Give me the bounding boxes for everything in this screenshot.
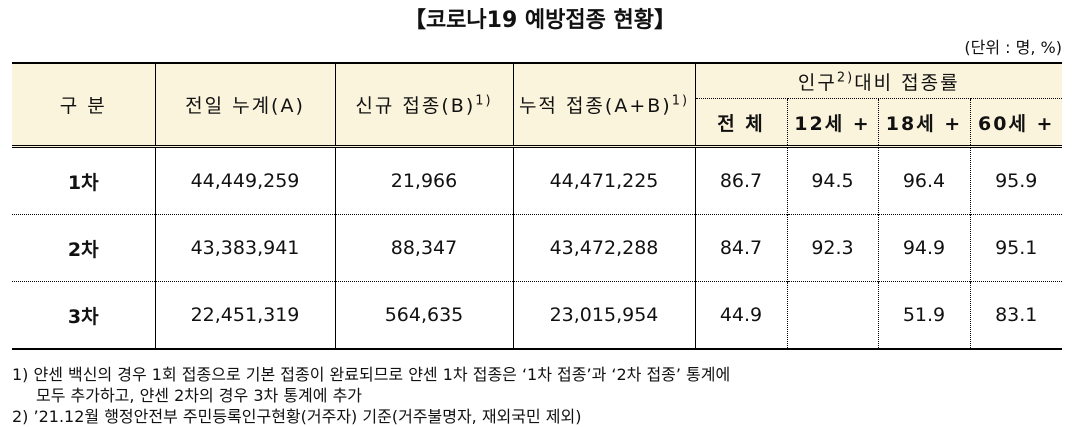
table-cell: 96.4 bbox=[877, 146, 970, 215]
table-cell: 43,383,941 bbox=[154, 214, 335, 282]
header-text: 구 분 bbox=[59, 95, 107, 117]
table-cell: 94.5 bbox=[786, 146, 878, 215]
header-text: 대비 접종률 bbox=[854, 71, 960, 94]
footnote: 모두 추가하고, 얀센 2차의 경우 3차 통계에 추가 bbox=[36, 386, 363, 405]
table-row: 1차 44,449,259 21,966 44,471,225 86.7 94.5 96.4… bbox=[12, 146, 1063, 215]
page: 【코로나19 예방접종 현황】 (단위 : 명, %) 구 분 전일 누계(A) 신… bbox=[12, 8, 1063, 426]
footnote: 2) ’21.12월 행정안전부 주민등록인구현황(거주자) 기준(거주불명자,… bbox=[12, 407, 582, 426]
column-header: 전일 누계(A) bbox=[154, 63, 335, 148]
row-label: 3차 bbox=[12, 281, 155, 349]
row-label: 1차 bbox=[67, 171, 99, 194]
header-text: 누적 접종(A+B) bbox=[518, 95, 672, 117]
table-cell: 51.9 bbox=[877, 281, 970, 349]
header-row: 전 체 12세 +18세 +60세 + bbox=[12, 98, 1063, 148]
table-cell: 44,471,225 bbox=[512, 146, 695, 215]
table-cell: 44.9 bbox=[694, 281, 787, 349]
table-cell: 92.3 bbox=[786, 214, 878, 282]
table-cell: 44,449,259 bbox=[154, 146, 335, 215]
row-label: 2차 bbox=[12, 214, 155, 282]
table-body: 1차 44,449,259 21,966 44,471,225 86.7 94.5 96.4… bbox=[12, 146, 1063, 349]
footnote: 1) 얀센 백신의 경우 1회 접종으로 기본 접종이 완료되므로 얀센 1차 … bbox=[12, 365, 731, 384]
header-row: 구 분 전일 누계(A) 신규 접종(B)1) 누적 접종(A+B)1) 인구2)대비 … bbox=[12, 63, 1063, 148]
footnote-mark: 1) bbox=[671, 93, 690, 109]
group-header: 인구2)대비 접종률 bbox=[694, 63, 1063, 99]
title: 【코로나19 예방접종 현황】 bbox=[403, 8, 677, 33]
sub-header: 12세 + bbox=[786, 98, 878, 148]
table-cell: 83.1 bbox=[969, 281, 1063, 349]
footnote-mark: 2) bbox=[836, 70, 855, 86]
table-cell bbox=[786, 281, 878, 349]
table-row: 3차 22,451,319 564,635 23,015,954 44.9 51.9 83.… bbox=[12, 281, 1063, 349]
header-text: 인구 bbox=[797, 71, 837, 94]
column-header: 구 분 bbox=[12, 63, 155, 148]
sub-header: 전 체 bbox=[694, 98, 787, 148]
sub-header: 18세 + bbox=[877, 98, 970, 148]
sub-header: 60세 + bbox=[969, 98, 1063, 148]
table-cell: 86.7 bbox=[694, 146, 787, 215]
unit-note: (단위 : 명, %) bbox=[964, 38, 1062, 57]
footnotes: 1) 얀센 백신의 경우 1회 접종으로 기본 접종이 완료되므로 얀센 1차 … bbox=[12, 364, 730, 427]
table-cell: 43,472,288 bbox=[512, 214, 695, 282]
table-cell: 88,347 bbox=[334, 214, 513, 282]
vaccination-table: 구 분 전일 누계(A) 신규 접종(B)1) 누적 접종(A+B)1) 인구2)대비 … bbox=[12, 62, 1063, 350]
table-cell: 95.1 bbox=[969, 214, 1063, 282]
table-cell: 564,635 bbox=[334, 281, 513, 349]
footnote-mark: 1) bbox=[475, 93, 493, 109]
table-row: 2차 43,383,941 88,347 43,472,288 84.7 92.3 94.9… bbox=[12, 214, 1063, 282]
header-text: 전일 누계(A) bbox=[185, 95, 305, 117]
table-cell: 23,015,954 bbox=[512, 281, 695, 349]
column-header: 누적 접종(A+B)1) bbox=[512, 63, 695, 148]
table-cell: 21,966 bbox=[334, 146, 513, 215]
table-cell: 95.9 bbox=[969, 146, 1063, 215]
table-cell: 94.9 bbox=[877, 214, 970, 282]
header-text: 신규 접종(B) bbox=[355, 95, 476, 117]
table-cell: 22,451,319 bbox=[154, 281, 335, 349]
table-cell: 84.7 bbox=[694, 214, 787, 282]
table-head: 구 분 전일 누계(A) 신규 접종(B)1) 누적 접종(A+B)1) 인구2)대비 … bbox=[12, 63, 1063, 148]
column-header: 신규 접종(B)1) bbox=[334, 63, 513, 148]
